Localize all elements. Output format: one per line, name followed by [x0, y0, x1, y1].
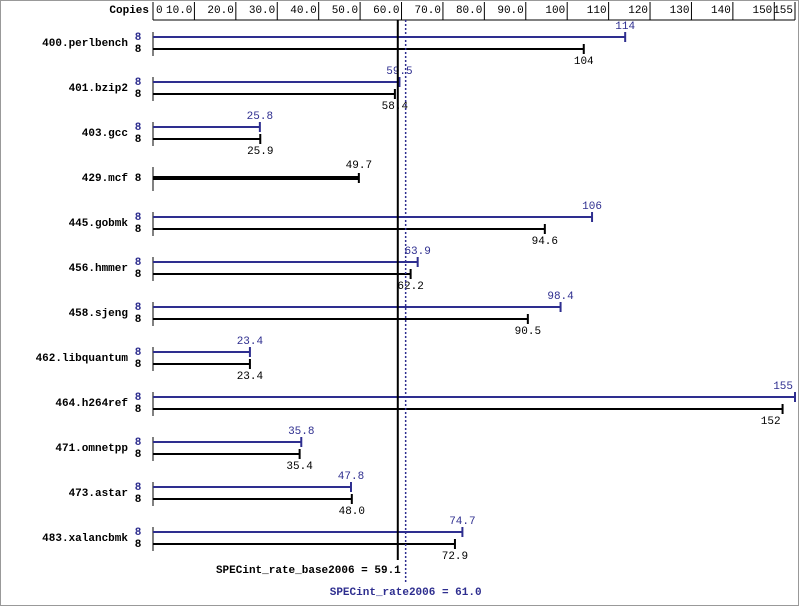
category-label: 473.astar	[69, 488, 128, 500]
copies-label: 8	[135, 314, 142, 326]
copies-label: 8	[135, 257, 142, 269]
category-label: 462.libquantum	[36, 353, 129, 365]
value-label: 48.0	[339, 506, 365, 518]
copies-label: 8	[135, 482, 142, 494]
category-label: 401.bzip2	[69, 83, 128, 95]
value-label: 58.4	[382, 101, 409, 113]
x-tick-label: 0	[156, 5, 163, 17]
x-tick-label: 100	[545, 5, 565, 17]
x-tick-label: 20.0	[207, 5, 233, 17]
copies-label: 8	[135, 173, 142, 185]
value-label: 59.5	[386, 66, 412, 78]
copies-label: 8	[135, 392, 142, 404]
copies-label: 8	[135, 527, 142, 539]
value-label: 98.4	[547, 291, 574, 303]
x-tick-label: 110	[587, 5, 607, 17]
x-tick-label: 40.0	[290, 5, 316, 17]
copies-label: 8	[135, 32, 142, 44]
value-label: 152	[761, 416, 781, 428]
value-label: 35.4	[286, 461, 313, 473]
value-label: 72.9	[442, 551, 468, 563]
copies-label: 8	[135, 539, 142, 551]
x-tick-label: 155	[773, 5, 793, 17]
copies-label: 8	[135, 494, 142, 506]
x-tick-label: 70.0	[415, 5, 441, 17]
copies-label: 8	[135, 449, 142, 461]
value-label: 74.7	[449, 516, 475, 528]
x-tick-label: 140	[711, 5, 731, 17]
value-label: 106	[582, 201, 602, 213]
x-tick-label: 150	[752, 5, 772, 17]
reference-label: SPECint_rate2006 = 61.0	[330, 587, 482, 599]
category-label: 471.omnetpp	[55, 443, 128, 455]
category-label: 403.gcc	[82, 128, 128, 140]
copies-label: 8	[135, 134, 142, 146]
x-tick-label: 60.0	[373, 5, 399, 17]
value-label: 104	[574, 56, 594, 68]
x-tick-label: 90.0	[497, 5, 523, 17]
value-label: 155	[773, 381, 793, 393]
copies-label: 8	[135, 302, 142, 314]
category-label: 456.hmmer	[69, 263, 128, 275]
copies-label: 8	[135, 77, 142, 89]
category-label: 464.h264ref	[55, 398, 128, 410]
value-label: 23.4	[237, 371, 264, 383]
copies-label: 8	[135, 89, 142, 101]
category-label: 445.gobmk	[69, 218, 129, 230]
x-tick-label: 30.0	[249, 5, 275, 17]
value-label: 25.8	[247, 111, 273, 123]
value-label: 90.5	[515, 326, 541, 338]
copies-label: 8	[135, 212, 142, 224]
value-label: 47.8	[338, 471, 364, 483]
x-tick-label: 10.0	[166, 5, 192, 17]
copies-header: Copies	[109, 5, 149, 17]
value-label: 62.2	[397, 281, 423, 293]
x-tick-label: 50.0	[332, 5, 358, 17]
copies-label: 8	[135, 269, 142, 281]
reference-label: SPECint_rate_base2006 = 59.1	[216, 565, 401, 577]
value-label: 49.7	[346, 160, 372, 172]
value-label: 63.9	[404, 246, 430, 258]
x-tick-label: 130	[670, 5, 690, 17]
copies-label: 8	[135, 437, 142, 449]
category-label: 400.perlbench	[42, 38, 128, 50]
value-label: 114	[615, 21, 635, 33]
value-label: 23.4	[237, 336, 264, 348]
category-label: 458.sjeng	[69, 308, 128, 320]
copies-label: 8	[135, 404, 142, 416]
value-label: 25.9	[247, 146, 273, 158]
value-label: 94.6	[532, 236, 558, 248]
x-tick-label: 80.0	[456, 5, 482, 17]
category-label: 483.xalancbmk	[42, 533, 128, 545]
copies-label: 8	[135, 122, 142, 134]
x-tick-label: 120	[628, 5, 648, 17]
copies-label: 8	[135, 347, 142, 359]
value-label: 35.8	[288, 426, 314, 438]
copies-label: 8	[135, 224, 142, 236]
category-label: 429.mcf	[82, 173, 129, 185]
copies-label: 8	[135, 44, 142, 56]
copies-label: 8	[135, 359, 142, 371]
